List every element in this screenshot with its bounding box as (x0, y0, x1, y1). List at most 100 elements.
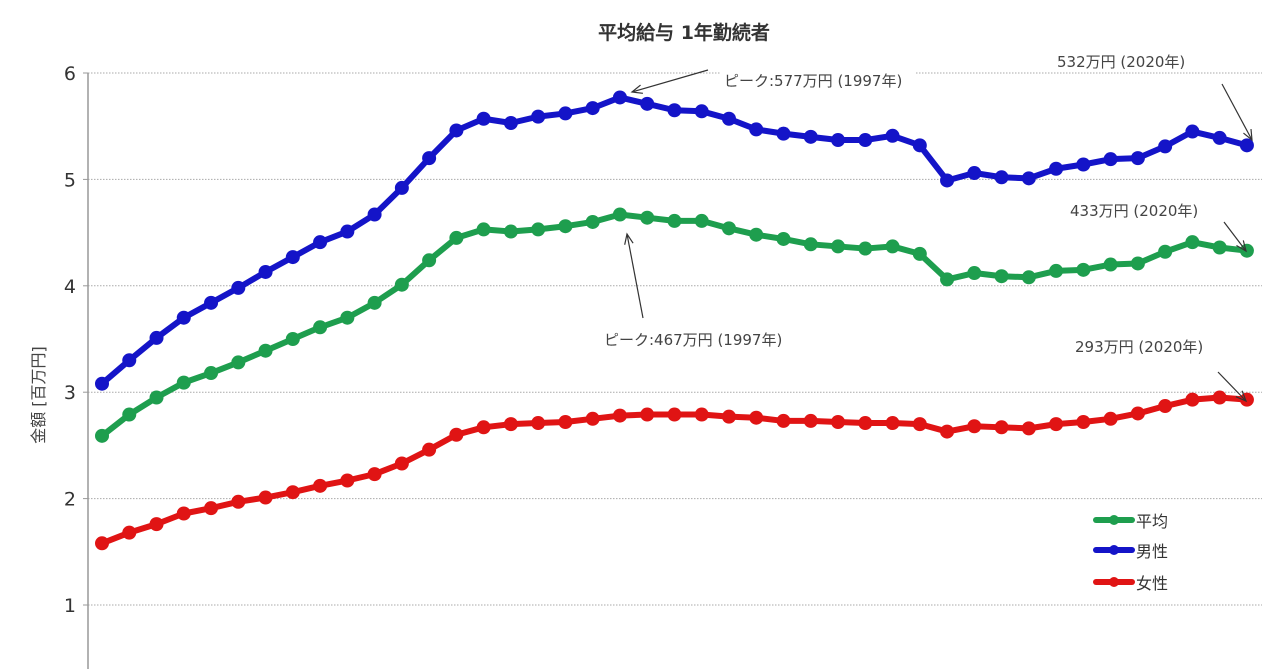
data-point (285, 250, 300, 265)
data-point (422, 253, 437, 268)
y-tick-label: 3 (64, 382, 76, 404)
data-point (1076, 414, 1091, 429)
legend-marker (1109, 545, 1119, 555)
data-point (885, 239, 900, 254)
y-axis-label: 金額 [百万円] (29, 346, 48, 444)
data-point (776, 413, 791, 428)
legend-label: 男性 (1136, 542, 1168, 561)
data-point (585, 411, 600, 426)
data-point (694, 104, 709, 119)
chart-title: 平均給与 1年勤続者 (598, 21, 770, 44)
data-point (831, 414, 846, 429)
annotation-arrow (1221, 83, 1253, 141)
data-point (1185, 392, 1200, 407)
data-point (1212, 390, 1227, 405)
data-point (394, 180, 409, 195)
data-point (503, 224, 518, 239)
data-point (1239, 392, 1254, 407)
data-point (340, 224, 355, 239)
annotation-label: 293万円 (2020年) (1075, 338, 1203, 356)
arrowhead (624, 232, 634, 245)
data-point (994, 420, 1009, 435)
data-point (1158, 244, 1173, 259)
arrowhead (630, 84, 643, 94)
data-point (667, 103, 682, 118)
data-point (1130, 256, 1145, 271)
data-point (912, 417, 927, 432)
data-point (558, 219, 573, 234)
data-point (95, 376, 109, 391)
data-point (558, 414, 573, 429)
data-point (340, 473, 355, 488)
data-point (612, 90, 627, 105)
data-point (1021, 270, 1036, 285)
data-point (940, 173, 955, 188)
data-point (1049, 417, 1064, 432)
data-point (1212, 130, 1227, 145)
data-point (803, 413, 818, 428)
data-point (176, 375, 191, 390)
data-point (1212, 240, 1227, 255)
data-point (585, 101, 600, 116)
annotation-background (720, 69, 916, 91)
data-point (1185, 235, 1200, 250)
data-point (1021, 171, 1036, 186)
data-point (967, 419, 982, 434)
data-point (476, 222, 491, 237)
data-point (149, 390, 164, 405)
data-point (204, 501, 219, 516)
legend-marker (1109, 577, 1119, 587)
data-point (749, 410, 764, 425)
data-point (476, 111, 491, 126)
legend-label: 女性 (1136, 574, 1168, 593)
data-point (1021, 421, 1036, 436)
data-point (721, 111, 736, 126)
data-point (231, 494, 246, 509)
data-point (749, 122, 764, 137)
data-point (885, 416, 900, 431)
y-tick-label: 5 (64, 169, 76, 191)
data-point (258, 490, 273, 505)
data-point (1130, 151, 1145, 166)
data-point (1049, 263, 1064, 278)
data-point (940, 424, 955, 439)
data-point (503, 116, 518, 131)
arrowhead (1243, 128, 1253, 142)
data-point (749, 227, 764, 242)
arrowhead (1235, 390, 1248, 403)
annotation-arrow (1217, 371, 1247, 402)
annotation-arrow (631, 69, 709, 93)
annotation-label: ピーク:467万円 (1997年) (604, 331, 782, 349)
data-point (912, 246, 927, 261)
data-point (858, 133, 873, 148)
data-point (640, 210, 655, 225)
data-point (1239, 138, 1254, 153)
annotation-background (1053, 50, 1203, 72)
data-point (940, 272, 955, 287)
data-point (967, 166, 982, 181)
data-point (367, 207, 382, 222)
data-point (831, 239, 846, 254)
data-point (1158, 139, 1173, 154)
data-point (176, 506, 191, 521)
data-point (313, 320, 328, 335)
data-point (285, 332, 300, 346)
y-tick-label: 4 (64, 276, 76, 298)
data-point (612, 207, 627, 222)
data-point (449, 427, 464, 442)
data-point (476, 420, 491, 435)
data-point (1103, 152, 1118, 167)
data-point (449, 230, 464, 245)
data-point (503, 417, 518, 432)
data-point (967, 266, 982, 281)
data-point (122, 407, 137, 422)
data-point (231, 280, 246, 295)
data-point (122, 353, 137, 368)
data-point (667, 407, 682, 422)
data-point (694, 213, 709, 228)
data-point (176, 310, 191, 325)
data-point (149, 330, 164, 345)
annotation-label: 532万円 (2020年) (1057, 53, 1185, 71)
annotation-arrow (1223, 221, 1247, 252)
